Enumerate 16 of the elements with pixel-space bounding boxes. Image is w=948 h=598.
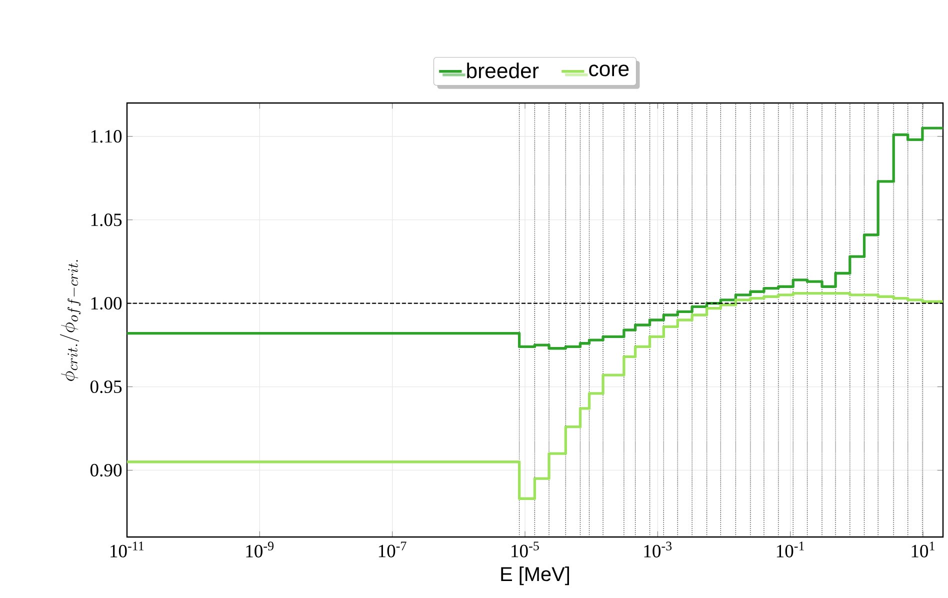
legend-label: breeder bbox=[467, 62, 539, 78]
y-tick-label: 1.00 bbox=[91, 296, 122, 310]
y-tick-label: 1.05 bbox=[91, 214, 122, 226]
x-tick-label: 10$^{1}$ bbox=[912, 542, 934, 558]
x-tick-label: 10$^{-3}$ bbox=[644, 542, 672, 558]
y-axis-title: $\phi_{crit.}/\phi_{off-crit.}$ bbox=[60, 260, 81, 381]
x-tick-label: 10$^{-5}$ bbox=[512, 542, 539, 558]
x-tick-label: 10$^{-9}$ bbox=[246, 542, 274, 558]
legend-label: core bbox=[589, 64, 629, 76]
y-tick-label: 0.90 bbox=[90, 464, 122, 477]
x-tick-label: 10$^{-1}$ bbox=[776, 542, 804, 558]
y-tick-label: 1.10 bbox=[91, 130, 122, 143]
x-tick-label: 10$^{-11}$ bbox=[110, 542, 144, 558]
x-tick-label: 10$^{-7}$ bbox=[378, 542, 406, 558]
x-axis-title: E [MeV] bbox=[501, 566, 569, 586]
y-tick-label: 0.95 bbox=[90, 380, 122, 394]
